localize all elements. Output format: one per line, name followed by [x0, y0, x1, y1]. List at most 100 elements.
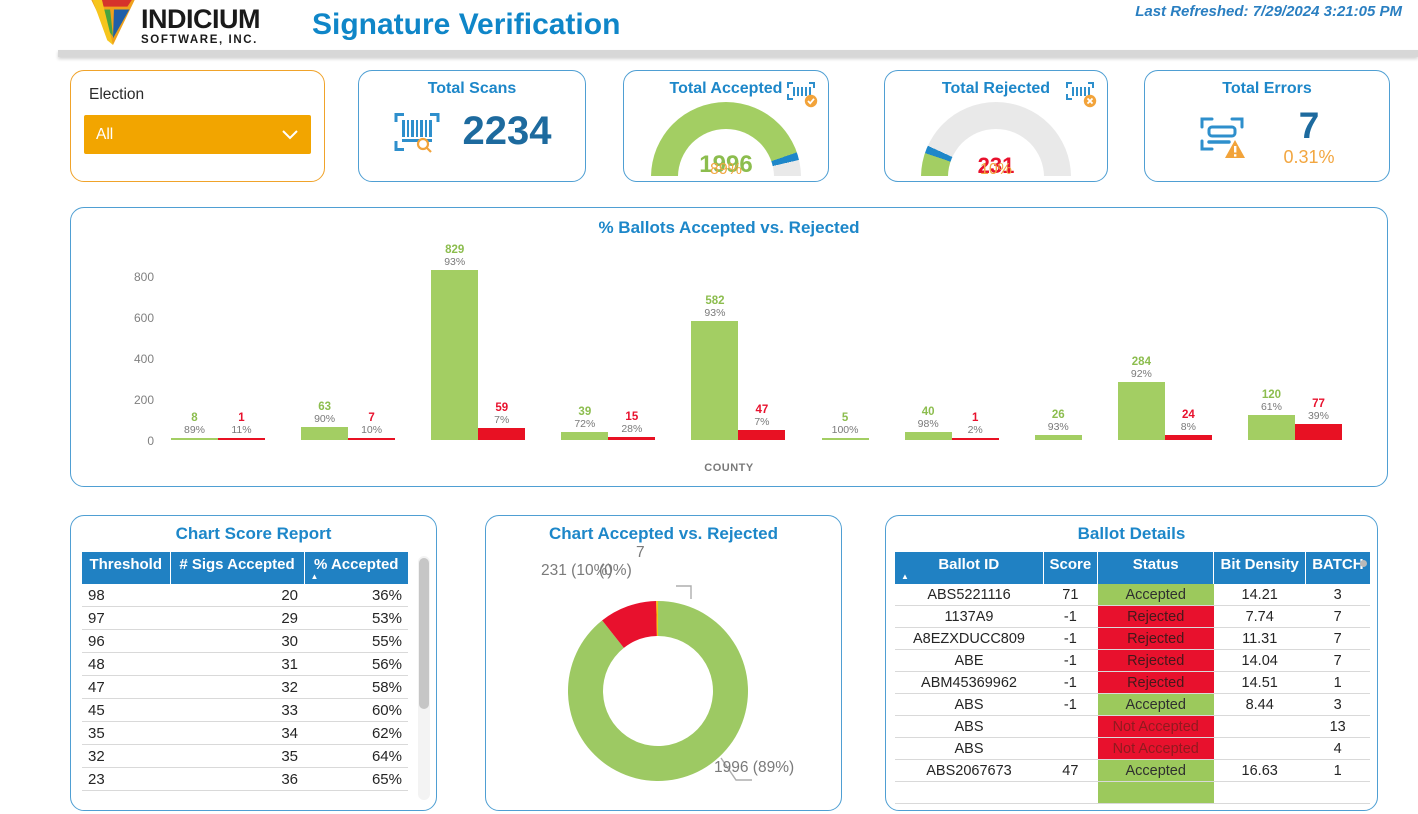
column-header-ballot-id[interactable]: Ballot ID ▲: [895, 552, 1043, 584]
table-cell: 14.51: [1213, 671, 1306, 694]
bar-percent-label: 89%: [183, 424, 205, 436]
bar[interactable]: [1247, 415, 1295, 440]
bar[interactable]: [1034, 434, 1082, 440]
total-scans-card[interactable]: Total Scans 2234: [358, 70, 586, 182]
bar[interactable]: [904, 431, 952, 440]
table-row[interactable]: ABS Not Accepted 4: [895, 737, 1370, 760]
table-cell: 14.21: [1213, 584, 1306, 606]
table-cell: [1213, 781, 1306, 804]
bar[interactable]: [738, 430, 786, 440]
column-header-bit-density[interactable]: Bit Density: [1213, 552, 1306, 584]
table-row[interactable]: 45 33 60%: [82, 698, 408, 722]
table-cell: 3: [1305, 584, 1370, 606]
bar-column: 47 7%: [738, 404, 786, 440]
table-cell: [895, 781, 1043, 804]
donut-slice-rejected[interactable]: [602, 601, 657, 648]
election-dropdown-value: All: [96, 125, 114, 143]
bar[interactable]: [171, 438, 218, 440]
table-cell: [1043, 781, 1098, 804]
bar-percent-label: 93%: [444, 256, 466, 269]
table-row[interactable]: 48 31 56%: [82, 652, 408, 676]
bar[interactable]: [1117, 381, 1165, 440]
total-rejected-card[interactable]: Total Rejected 231 10%: [884, 70, 1108, 182]
table-row[interactable]: ABE -1 Rejected 14.04 7: [895, 649, 1370, 672]
total-errors-card[interactable]: Total Errors 7 0.31%: [1144, 70, 1390, 182]
bar[interactable]: [561, 432, 609, 440]
bar[interactable]: [1164, 435, 1212, 440]
donut-label-rejected: 231 (10%): [541, 562, 613, 579]
bar-column: 59 7%: [478, 402, 526, 440]
table-cell: 31: [170, 652, 304, 676]
rejected-gauge[interactable]: 231: [921, 102, 1071, 176]
score-report-scrollbar[interactable]: [418, 556, 430, 800]
donut-chart[interactable]: [508, 558, 823, 808]
bar-column: 7 10%: [348, 412, 396, 440]
table-cell: 30: [170, 629, 304, 653]
accepted-vs-rejected-donut-card[interactable]: Chart Accepted vs. Rejected 231 (10%) 7 …: [485, 515, 842, 811]
table-row[interactable]: ABM45369962 -1 Rejected 14.51 1: [895, 671, 1370, 694]
table-row[interactable]: ABS Not Accepted 13: [895, 715, 1370, 738]
column-header-threshold[interactable]: Threshold: [82, 552, 170, 584]
accepted-gauge[interactable]: 1996: [651, 102, 801, 176]
donut-slice-errors[interactable]: [656, 601, 658, 637]
table-row[interactable]: ABS -1 Accepted 8.44 3: [895, 693, 1370, 716]
status-badge: Rejected: [1097, 605, 1214, 628]
bar-column: 15 28%: [608, 411, 656, 440]
sort-arrow-icon: ▲: [901, 572, 909, 581]
table-cell: 32: [170, 675, 304, 699]
table-row[interactable]: ABS2067673 47 Accepted 16.63 1: [895, 759, 1370, 782]
column-header-status[interactable]: Status: [1097, 552, 1214, 584]
table-cell: [1305, 781, 1370, 804]
table-cell: 8.44: [1213, 693, 1306, 716]
column-header-batch[interactable]: BATCH: [1305, 552, 1370, 584]
sort-arrow-icon: [88, 573, 164, 580]
column-header-score[interactable]: Score: [1042, 552, 1098, 584]
table-cell: 35: [170, 744, 304, 768]
total-accepted-card[interactable]: Total Accepted 1996 89%: [623, 70, 829, 182]
bar[interactable]: [218, 438, 265, 440]
bar[interactable]: [1294, 424, 1342, 440]
table-row[interactable]: 47 32 58%: [82, 675, 408, 699]
bar[interactable]: [478, 427, 526, 440]
bar[interactable]: [301, 427, 349, 440]
county-bar-group: 8 89% 1 11%: [171, 412, 265, 440]
bar-percent-label: 2%: [967, 424, 983, 436]
total-rejected-title: Total Rejected: [941, 80, 1051, 97]
bar-value-label: 284: [1131, 355, 1151, 368]
total-errors-title: Total Errors: [1222, 80, 1312, 97]
bar[interactable]: [608, 436, 656, 440]
score-report-scroll-thumb[interactable]: [419, 558, 429, 710]
bar-value-label: 1: [971, 412, 979, 424]
bar-column: 39 72%: [561, 406, 609, 440]
bar[interactable]: [431, 270, 479, 440]
table-row[interactable]: 96 30 55%: [82, 629, 408, 653]
table-row[interactable]: A8EZXDUCC809 -1 Rejected 11.31 7: [895, 627, 1370, 650]
bar-value-label: 829: [445, 244, 465, 257]
table-row[interactable]: 98 20 36%: [82, 584, 408, 607]
bar-value-label: 1: [238, 412, 245, 424]
table-row[interactable]: ABS5221116 71 Accepted 14.21 3: [895, 584, 1370, 606]
y-axis-tick-label: 0: [147, 434, 154, 448]
bar[interactable]: [691, 320, 739, 440]
bar[interactable]: [821, 438, 869, 440]
table-row[interactable]: 35 34 62%: [82, 721, 408, 745]
table-row: [895, 781, 1370, 804]
table-row[interactable]: 97 29 53%: [82, 606, 408, 630]
table-cell: 33: [170, 698, 304, 722]
table-cell: 32: [82, 744, 170, 768]
ballots-bar-chart-card[interactable]: % Ballots Accepted vs. Rejected 0 200 400 6…: [70, 207, 1388, 487]
bar-value-label: 24: [1181, 409, 1195, 422]
column-header--sigs-accepted[interactable]: # Sigs Accepted: [169, 552, 304, 584]
bar[interactable]: [348, 438, 396, 440]
table-row[interactable]: 32 35 64%: [82, 744, 408, 768]
table-row[interactable]: 1137A9 -1 Rejected 7.74 7: [895, 605, 1370, 628]
ballot-details-scroll-indicator[interactable]: [1360, 560, 1367, 567]
column-header--accepted[interactable]: % Accepted ▲: [303, 552, 408, 584]
total-errors-percent: 0.31%: [1283, 147, 1335, 167]
election-dropdown[interactable]: All: [84, 115, 311, 154]
donut-slice-accepted[interactable]: [568, 601, 748, 781]
table-cell: 47: [1043, 759, 1098, 782]
bar[interactable]: [951, 438, 999, 440]
table-row[interactable]: 23 36 65%: [82, 767, 408, 791]
bar-value-label: 120: [1261, 389, 1282, 402]
